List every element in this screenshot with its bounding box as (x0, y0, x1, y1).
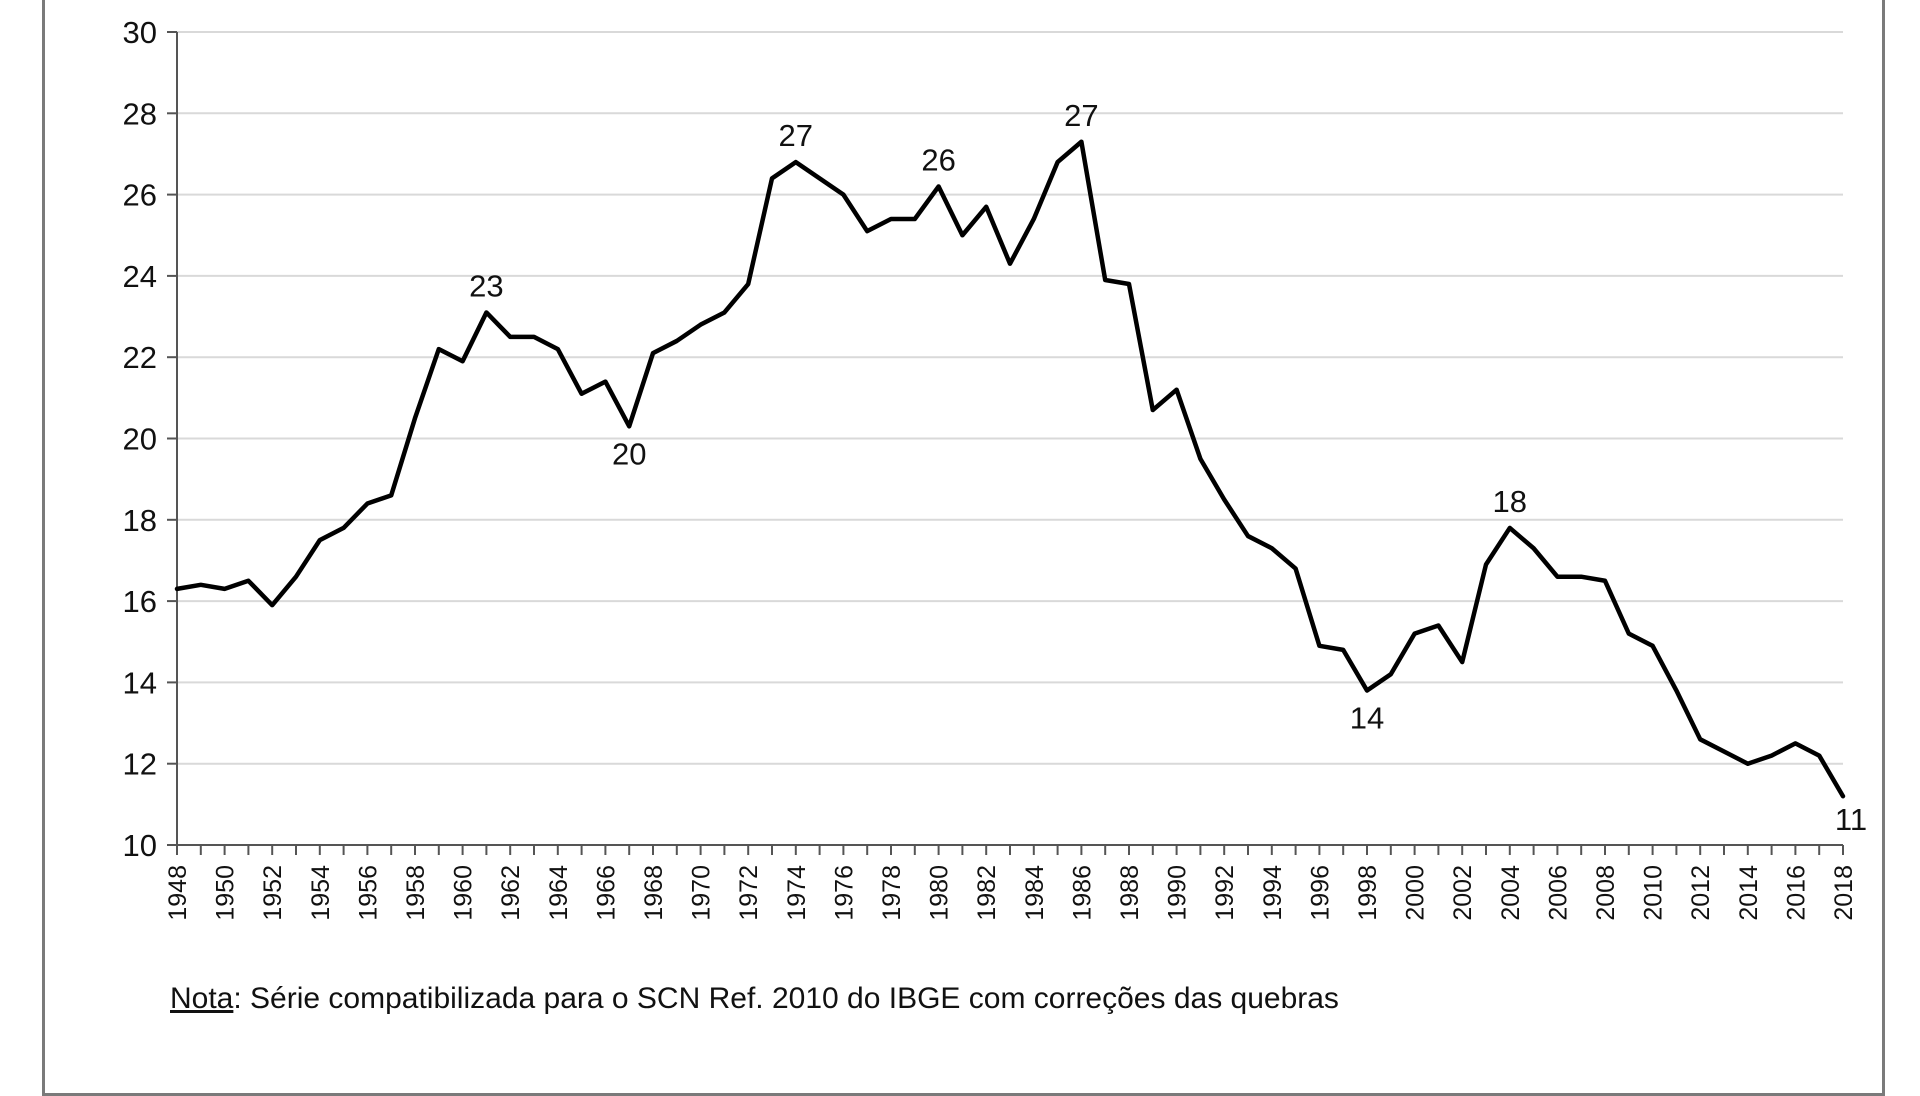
x-tick-label-1968: 1968 (640, 865, 668, 921)
x-tick-label-2002: 2002 (1449, 865, 1477, 921)
y-tick-label-26: 26 (123, 178, 157, 213)
y-tick-label-16: 16 (123, 584, 157, 619)
data-label-1967: 20 (612, 436, 646, 471)
x-tick-label-1960: 1960 (450, 865, 478, 921)
x-tick-label-1962: 1962 (497, 865, 525, 921)
y-tick-label-18: 18 (123, 503, 157, 538)
data-labels: 23 20 27 26 27 14 18 11 (469, 98, 1867, 837)
data-label-1998: 14 (1350, 701, 1384, 736)
x-tick-label-2006: 2006 (1544, 865, 1572, 921)
x-tick-label-1976: 1976 (830, 865, 858, 921)
x-tick-label-1950: 1950 (212, 865, 240, 921)
data-label-1961: 23 (469, 268, 503, 303)
x-tick-label-1992: 1992 (1211, 865, 1239, 921)
data-label-2004: 18 (1493, 484, 1527, 519)
x-tick-label-1982: 1982 (973, 865, 1001, 921)
chart-frame (42, 0, 1885, 1096)
y-tick-label-28: 28 (123, 96, 157, 131)
x-tick-label-2004: 2004 (1497, 865, 1525, 921)
x-tick-label-1972: 1972 (735, 865, 763, 921)
series-layer (174, 139, 1846, 799)
x-tick-label-2016: 2016 (1782, 865, 1810, 921)
data-label-1986: 27 (1064, 98, 1098, 133)
x-tick-label-1984: 1984 (1021, 865, 1049, 921)
y-tick-label-30: 30 (123, 15, 157, 50)
x-tick-label-1954: 1954 (307, 865, 335, 921)
x-tick-label-2010: 2010 (1640, 865, 1668, 921)
x-tick-label-2008: 2008 (1592, 865, 1620, 921)
y-tick-label-22: 22 (123, 340, 157, 375)
y-tick-label-12: 12 (123, 747, 157, 782)
x-tick-label-1990: 1990 (1164, 865, 1192, 921)
x-tick-label-1994: 1994 (1259, 865, 1287, 921)
x-tick-label-1996: 1996 (1306, 865, 1334, 921)
x-tick-label-1998: 1998 (1354, 865, 1382, 921)
data-label-2018: 11 (1835, 802, 1867, 837)
x-tick-label-1948: 1948 (164, 865, 192, 921)
x-tick-label-1956: 1956 (354, 865, 382, 921)
data-label-1974: 27 (779, 118, 813, 153)
y-tick-label-20: 20 (123, 422, 157, 457)
gridlines (177, 31, 1843, 765)
y-tick-label-10: 10 (123, 828, 157, 863)
note-label: Nota (170, 982, 234, 1015)
x-tick-label-1970: 1970 (688, 865, 716, 921)
x-tick-label-2000: 2000 (1402, 865, 1430, 921)
x-tick-label-1966: 1966 (592, 865, 620, 921)
y-tick-label-14: 14 (123, 665, 157, 700)
x-tick-label-2012: 2012 (1687, 865, 1715, 921)
data-label-1980: 26 (921, 142, 955, 177)
x-tick-label-1988: 1988 (1116, 865, 1144, 921)
x-tick-label-1986: 1986 (1068, 865, 1096, 921)
y-tick-label-24: 24 (123, 259, 157, 294)
chart-note: Nota: Série compatibilizada para o SCN R… (170, 982, 1339, 1016)
x-tick-label-1974: 1974 (783, 865, 811, 921)
x-tick-label-1964: 1964 (545, 865, 573, 921)
series-line (174, 139, 1846, 799)
axes: 10 12 14 16 18 20 22 24 26 28 30 1948 1950 1952 1954 19… (123, 15, 1858, 921)
x-tick-label-2018: 2018 (1830, 865, 1858, 921)
x-tick-label-1980: 1980 (926, 865, 954, 921)
x-tick-label-1952: 1952 (259, 865, 287, 921)
x-tick-label-1958: 1958 (402, 865, 430, 921)
x-tick-label-1978: 1978 (878, 865, 906, 921)
note-text: : Série compatibilizada para o SCN Ref. … (233, 982, 1339, 1015)
x-tick-label-2014: 2014 (1735, 865, 1763, 921)
